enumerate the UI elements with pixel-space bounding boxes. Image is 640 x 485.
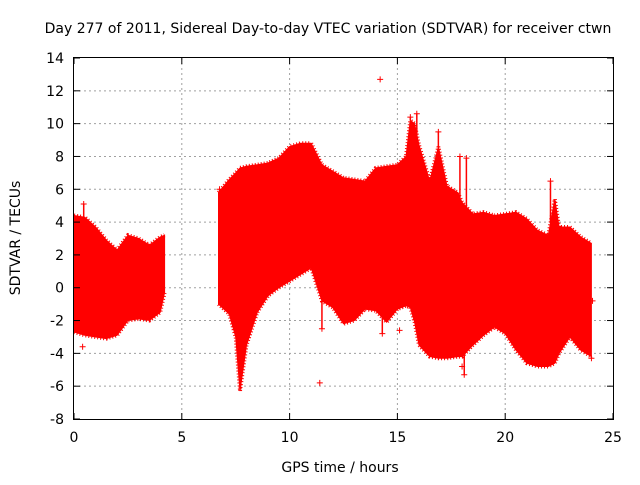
data-point [456,153,463,160]
y-tick-label: 14 [46,51,64,67]
data-point [396,327,403,334]
y-tick-label: 10 [46,117,64,133]
y-tick-label: 12 [46,84,64,100]
data-point [318,325,325,332]
y-tick-label: 0 [55,281,64,297]
y-tick-label: 8 [55,149,64,165]
band-edge-markers [73,213,166,253]
data-band-2 [218,119,592,392]
data-point [216,186,223,193]
x-tick-label: 10 [281,430,299,446]
data-point [463,155,470,162]
data-point [407,114,414,121]
data-point [80,201,87,208]
data-layer [73,76,596,392]
y-tick-label: 4 [55,215,64,231]
x-tick-label: 15 [388,430,406,446]
data-point [435,128,442,135]
band-edge-markers [217,264,593,392]
data-point [316,379,323,386]
chart-title: Day 277 of 2011, Sidereal Day-to-day VTE… [45,21,612,37]
data-point [547,178,554,185]
y-tick-label: -6 [50,379,64,395]
y-tick-label: -8 [50,412,64,428]
data-point [413,110,420,117]
data-point [377,76,384,83]
data-point [589,297,596,304]
x-tick-label: 5 [177,430,186,446]
data-point [461,371,468,378]
band-edge-markers [216,116,593,246]
y-axis-label: SDTVAR / TECUs [8,181,24,296]
x-tick-label: 25 [604,430,622,446]
x-tick-label: 20 [496,430,514,446]
axes: 0 5 10 15 20 25 -8 -6 -4 -2 0 2 4 6 8 10 12 14 [46,51,622,446]
x-axis-label: GPS time / hours [281,460,398,476]
y-tick-label: -2 [50,314,64,330]
y-tick-label: -4 [50,346,64,362]
data-point [79,343,86,350]
plot-frame [73,57,614,420]
x-tick-label: 0 [70,430,79,446]
data-band-1 [73,214,166,340]
data-point [379,330,386,337]
data-point [588,355,595,362]
data-point [459,363,466,370]
y-tick-label: 6 [55,182,64,198]
y-tick-label: 2 [55,248,64,264]
